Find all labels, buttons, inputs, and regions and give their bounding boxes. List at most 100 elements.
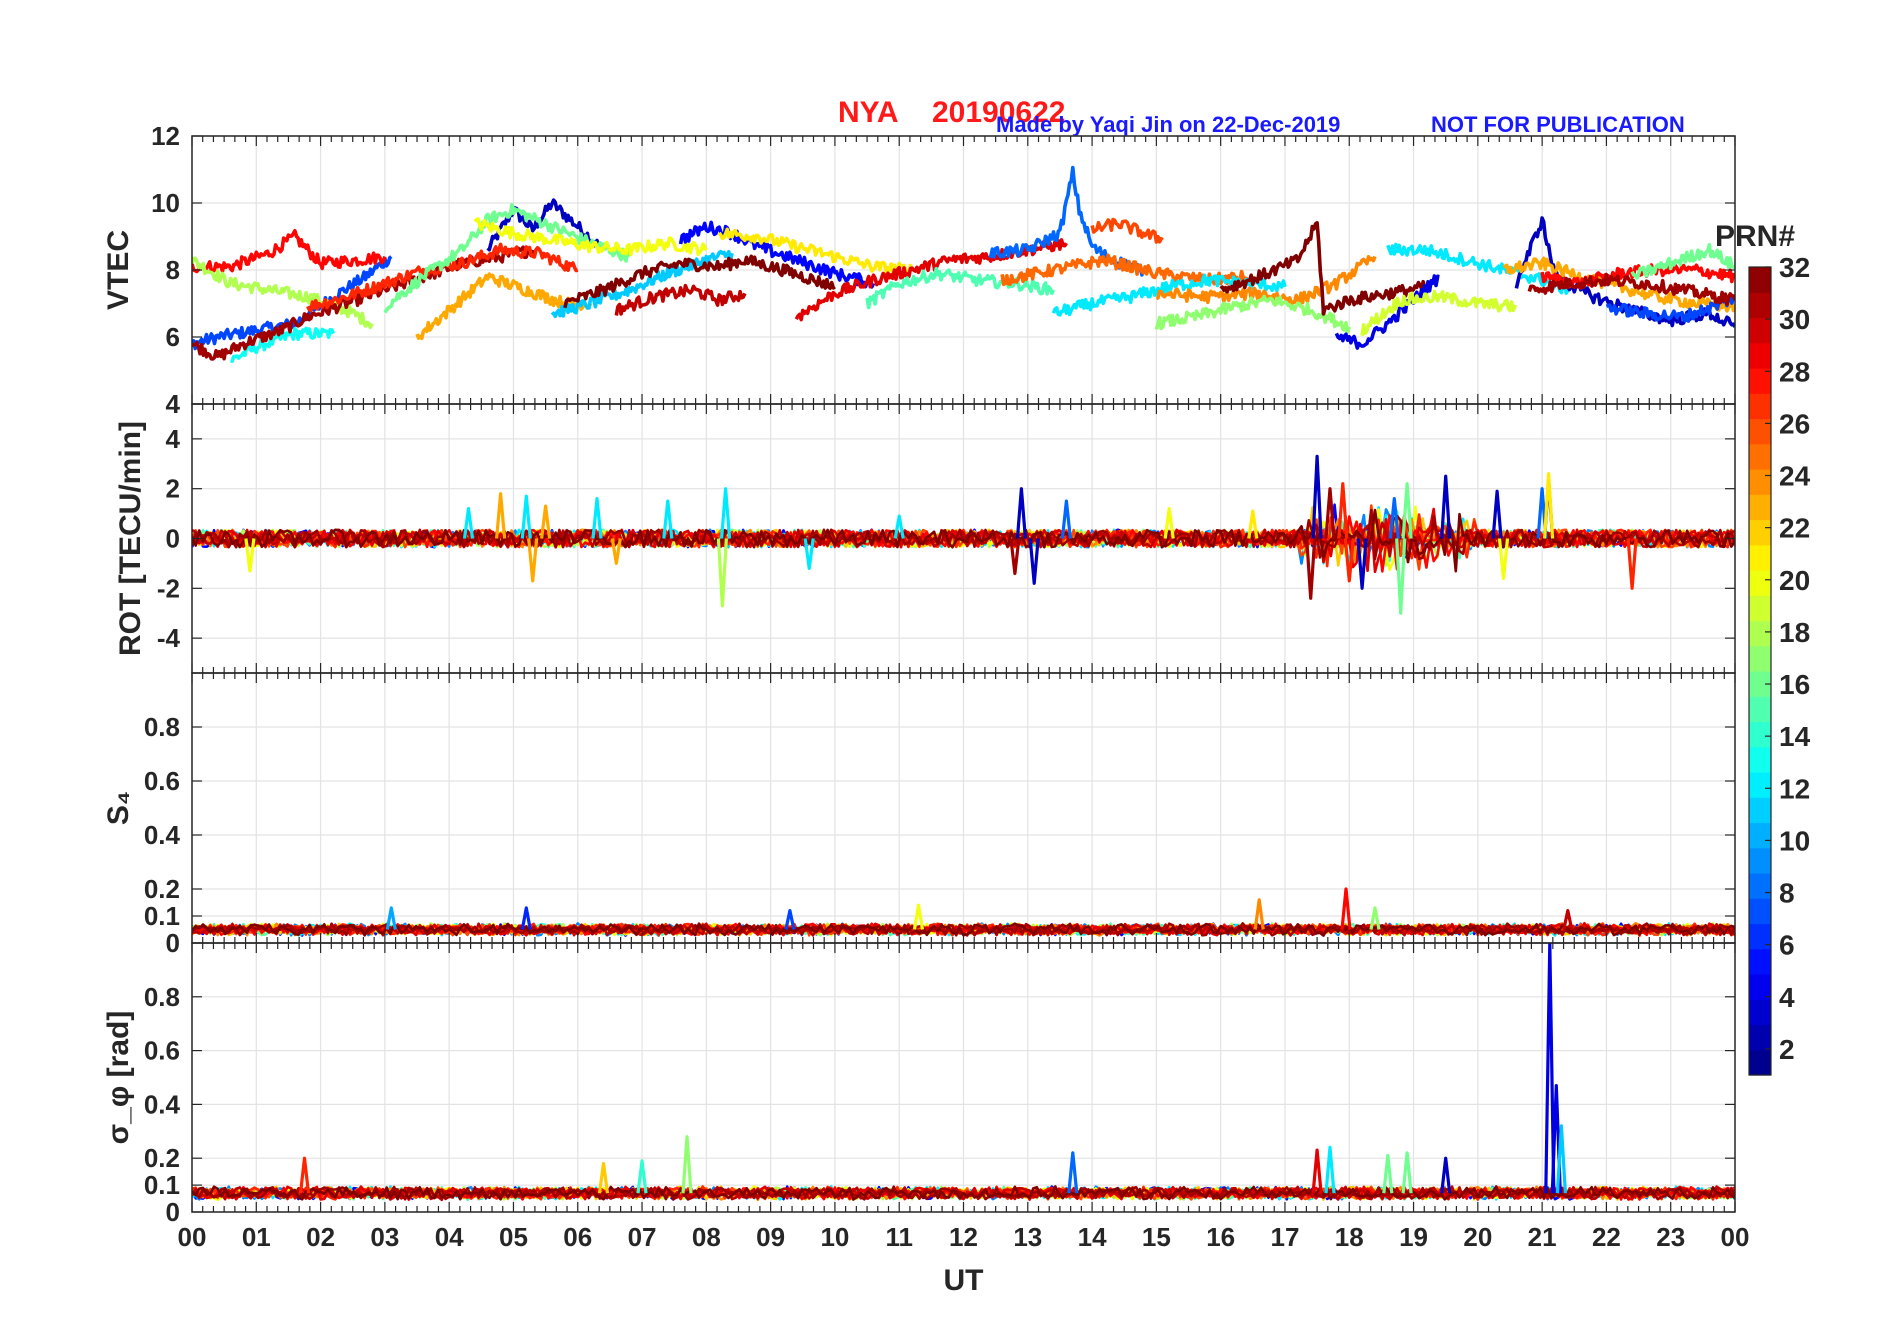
y-tick-label: 6	[166, 322, 180, 352]
colorbar-tick-label: 2	[1779, 1034, 1795, 1065]
y-tick-label: 0	[166, 928, 180, 958]
series-line-prn-21	[717, 227, 914, 278]
colorbar-segment	[1749, 368, 1771, 394]
spike-prn-18	[716, 538, 728, 608]
colorbar-tick-label: 22	[1779, 513, 1810, 544]
spike-prn-16	[1382, 1153, 1394, 1194]
colorbar-segment	[1749, 948, 1771, 975]
spike-prn-7	[784, 909, 796, 930]
spike-prn-4	[1544, 943, 1556, 1194]
y-tick-label: 12	[151, 121, 180, 151]
panel-1-data	[192, 165, 1735, 363]
colorbar-segment	[1749, 570, 1771, 596]
x-tick-label: 14	[1078, 1222, 1107, 1252]
x-tick-label: 09	[756, 1222, 785, 1252]
x-tick-label: 18	[1335, 1222, 1364, 1252]
colorbar-tick-label: 6	[1779, 930, 1795, 961]
spike-prn-27	[1337, 482, 1349, 539]
x-tick-label: 01	[242, 1222, 271, 1252]
panel-1: 4 6 8 10 12 VTEC	[102, 121, 1736, 419]
y-tick-label: -4	[157, 623, 181, 653]
spike-prn-31	[1324, 487, 1336, 539]
y-tick-label: 0.1	[144, 1170, 180, 1200]
colorbar-segment	[1749, 544, 1771, 571]
series-line-prn-11	[550, 249, 734, 319]
panel-2-data	[192, 454, 1735, 615]
spike-prn-12	[893, 514, 905, 539]
x-tick-label: 13	[1013, 1222, 1042, 1252]
spike-prn-12	[803, 538, 815, 570]
y-tick-label: 0.2	[144, 874, 180, 904]
y-tick-label: 0	[166, 1197, 180, 1227]
noise-band-prn-31	[192, 922, 1735, 937]
colorbar-segment	[1749, 999, 1771, 1026]
spike-prn-3	[1015, 487, 1027, 539]
notice-label: NOT FOR PUBLICATION	[1431, 112, 1685, 137]
series-line-prn-24	[1155, 255, 1377, 307]
spike-prn-6	[520, 906, 532, 930]
x-tick-label: 00	[178, 1222, 207, 1252]
spike-prn-23	[527, 538, 539, 583]
colorbar-tick-label: 26	[1779, 408, 1810, 439]
colorbar-segment	[1749, 393, 1771, 420]
colorbar-segment	[1749, 469, 1771, 495]
spike-prn-20	[912, 903, 925, 930]
series-line-prn-19	[1360, 289, 1517, 337]
spike-prn-30	[1562, 909, 1574, 930]
spike-prn-3	[1311, 454, 1323, 539]
x-tick-label: 03	[370, 1222, 399, 1252]
series-line-prn-31	[1527, 272, 1735, 306]
spike-prn-21	[1543, 472, 1555, 539]
panel-3: 00.10.2 0.4 0.6 0.8 S₄	[102, 672, 1736, 958]
x-tick-label: 23	[1656, 1222, 1685, 1252]
colorbar-segment	[1749, 292, 1771, 319]
y-tick-label: 0	[166, 524, 180, 554]
spike-prn-3	[1440, 1156, 1452, 1194]
x-tick-label: 04	[435, 1222, 464, 1252]
colorbar-segment	[1749, 898, 1771, 925]
colorbar-tick-label: 18	[1779, 617, 1810, 648]
x-tick-label: 17	[1270, 1222, 1299, 1252]
spike-prn-10	[385, 906, 397, 930]
x-tick-label: 20	[1463, 1222, 1492, 1252]
colorbar-tick-label: 20	[1779, 565, 1810, 596]
y-tick-label: 8	[166, 255, 180, 285]
panel-2: -4 -2 0 2 4 ROT [TECU/min]	[114, 403, 1736, 674]
spike-prn-8	[1388, 497, 1400, 539]
colorbar-frame	[1748, 266, 1772, 1076]
panel-4: 00.10.2 0.4 0.6 0.8 σ_φ [rad] 00 01 02 03 04 05 06 0…	[102, 942, 1750, 1297]
spike-prn-20	[1497, 538, 1510, 580]
noise-band-prn-30	[192, 521, 1735, 564]
spike-prn-12	[1324, 1145, 1336, 1194]
colorbar-segment	[1749, 342, 1771, 369]
y-tick-label: 10	[151, 188, 180, 218]
colorbar-segment	[1749, 873, 1771, 899]
x-tick-label: 12	[949, 1222, 978, 1252]
colorbar-segment	[1749, 317, 1771, 344]
x-tick-label: 00	[1721, 1222, 1750, 1252]
series-line-prn-15	[865, 266, 1056, 310]
colorbar-segment	[1749, 772, 1771, 798]
y-tick-label: 2	[166, 474, 180, 504]
spike-prn-12	[520, 494, 532, 539]
colorbar-tick-label: 12	[1779, 773, 1810, 804]
x-tick-label: 02	[306, 1222, 335, 1252]
spike-prn-16	[1395, 538, 1407, 615]
y-tick-label: 0.4	[144, 820, 181, 850]
series-line-prn-30	[614, 283, 747, 316]
x-tick-label: 05	[499, 1222, 528, 1252]
series-line-prn-7	[1605, 294, 1735, 323]
colorbar-segment	[1749, 847, 1771, 874]
colorbar-segment	[1749, 443, 1771, 470]
series-line-prn-27	[306, 242, 579, 313]
spike-prn-27	[298, 1156, 311, 1194]
y-axis-label: S₄	[102, 791, 135, 825]
x-tick-label: 15	[1142, 1222, 1171, 1252]
x-axis-label: UT	[944, 1264, 984, 1297]
spike-prn-20	[1163, 507, 1175, 539]
colorbar-segment	[1749, 721, 1771, 748]
spike-prn-8	[1060, 499, 1072, 539]
colorbar-tick-label: 10	[1779, 825, 1810, 856]
